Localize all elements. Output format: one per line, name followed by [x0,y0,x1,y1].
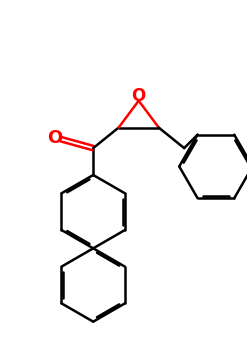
Text: O: O [132,87,146,105]
Text: O: O [48,130,63,147]
